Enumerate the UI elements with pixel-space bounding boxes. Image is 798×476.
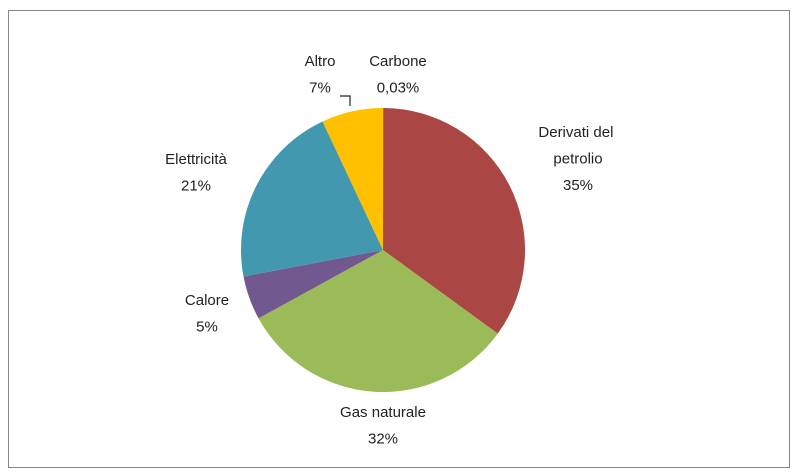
label-line: Derivati del bbox=[538, 124, 617, 141]
pie-slice bbox=[258, 250, 498, 393]
label-line: Elettricità bbox=[165, 151, 227, 168]
label-line: Gas naturale bbox=[340, 404, 426, 421]
pie-slice bbox=[243, 250, 383, 319]
leader-line bbox=[340, 95, 351, 106]
category-label: Elettricità bbox=[165, 151, 227, 168]
value-label: 32% bbox=[368, 430, 398, 447]
label-line: petrolio bbox=[553, 150, 602, 167]
label-line: Altro bbox=[305, 53, 336, 70]
pie-slice bbox=[322, 108, 383, 250]
value-label: 0,03% bbox=[377, 79, 420, 96]
value-label: 35% bbox=[563, 177, 593, 194]
category-label: Calore bbox=[185, 292, 229, 309]
category-label: Derivati del petrolio bbox=[538, 124, 617, 168]
pie-slice bbox=[383, 108, 525, 334]
label-line: Carbone bbox=[369, 53, 427, 70]
category-label: Altro bbox=[305, 53, 336, 70]
value-label: 21% bbox=[181, 177, 211, 194]
label-line: Calore bbox=[185, 292, 229, 309]
value-label: 7% bbox=[309, 79, 331, 96]
category-label: Carbone bbox=[369, 53, 427, 70]
category-label: Gas naturale bbox=[340, 404, 426, 421]
pie-slice bbox=[241, 121, 383, 277]
value-label: 5% bbox=[196, 318, 218, 335]
